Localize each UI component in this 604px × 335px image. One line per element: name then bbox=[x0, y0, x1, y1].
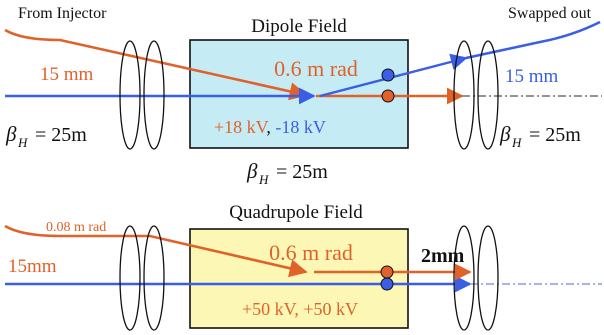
svg-text:β: β bbox=[5, 122, 17, 146]
dipole-field-title: Dipole Field bbox=[251, 16, 347, 37]
svg-text:H: H bbox=[511, 135, 522, 150]
dipole-kick-separator: , bbox=[266, 117, 275, 137]
quadrupole-field-box bbox=[189, 228, 409, 329]
injector-offset-label: 15 mm bbox=[40, 64, 94, 85]
svg-text:β: β bbox=[246, 159, 258, 183]
beta-label-center: β H = 25m bbox=[246, 159, 328, 187]
bottom-injected-beam-path bbox=[4, 224, 308, 278]
lens-pair-top-right bbox=[453, 40, 499, 150]
swapped-out-label: Swapped out bbox=[508, 5, 592, 22]
bottom-injected-bunch-marker bbox=[380, 265, 394, 279]
dipole-kick-voltages: +18 kV, -18 kV bbox=[214, 117, 326, 137]
dipole-kick-negative: -18 kV bbox=[275, 117, 326, 137]
from-injector-label: From Injector bbox=[18, 5, 107, 22]
quadrupole-kick-voltages: +50 kV, +50 kV bbox=[242, 299, 358, 319]
beta-label-top-left: β H = 25m bbox=[5, 122, 87, 150]
injected-bunch-marker bbox=[381, 89, 395, 103]
quadrupole-field-title: Quadrupole Field bbox=[229, 202, 363, 223]
injector-angle-label: 0.08 m rad bbox=[46, 220, 106, 235]
bottom-stored-bunch-marker bbox=[380, 277, 394, 291]
beta-label-top-right: β H = 25m bbox=[499, 122, 581, 150]
svg-text:H: H bbox=[258, 172, 269, 187]
dipole-kick-positive: +18 kV bbox=[214, 117, 269, 137]
injected-beam-path bbox=[4, 28, 308, 101]
lens-pair-top-left bbox=[119, 40, 165, 150]
lens-pair-bottom-left bbox=[119, 225, 165, 331]
dipole-deflection-label: 0.6 m rad bbox=[274, 56, 358, 81]
separation-label: 2mm bbox=[421, 245, 465, 267]
swap-offset-label: 15 mm bbox=[505, 66, 559, 87]
quadrupole-deflection-label: 0.6 m rad bbox=[269, 240, 353, 265]
lens-pair-bottom-right bbox=[453, 225, 499, 331]
svg-text:β: β bbox=[499, 122, 511, 146]
svg-text:H: H bbox=[17, 135, 28, 150]
swapped-out-beam-path bbox=[465, 20, 601, 60]
bottom-offset-label: 15mm bbox=[8, 256, 57, 277]
beta-left-value: = 25m bbox=[35, 124, 87, 146]
beta-right-value: = 25m bbox=[529, 124, 581, 146]
beta-center-value: = 25m bbox=[276, 161, 328, 183]
extracted-bunch-marker bbox=[381, 68, 395, 82]
